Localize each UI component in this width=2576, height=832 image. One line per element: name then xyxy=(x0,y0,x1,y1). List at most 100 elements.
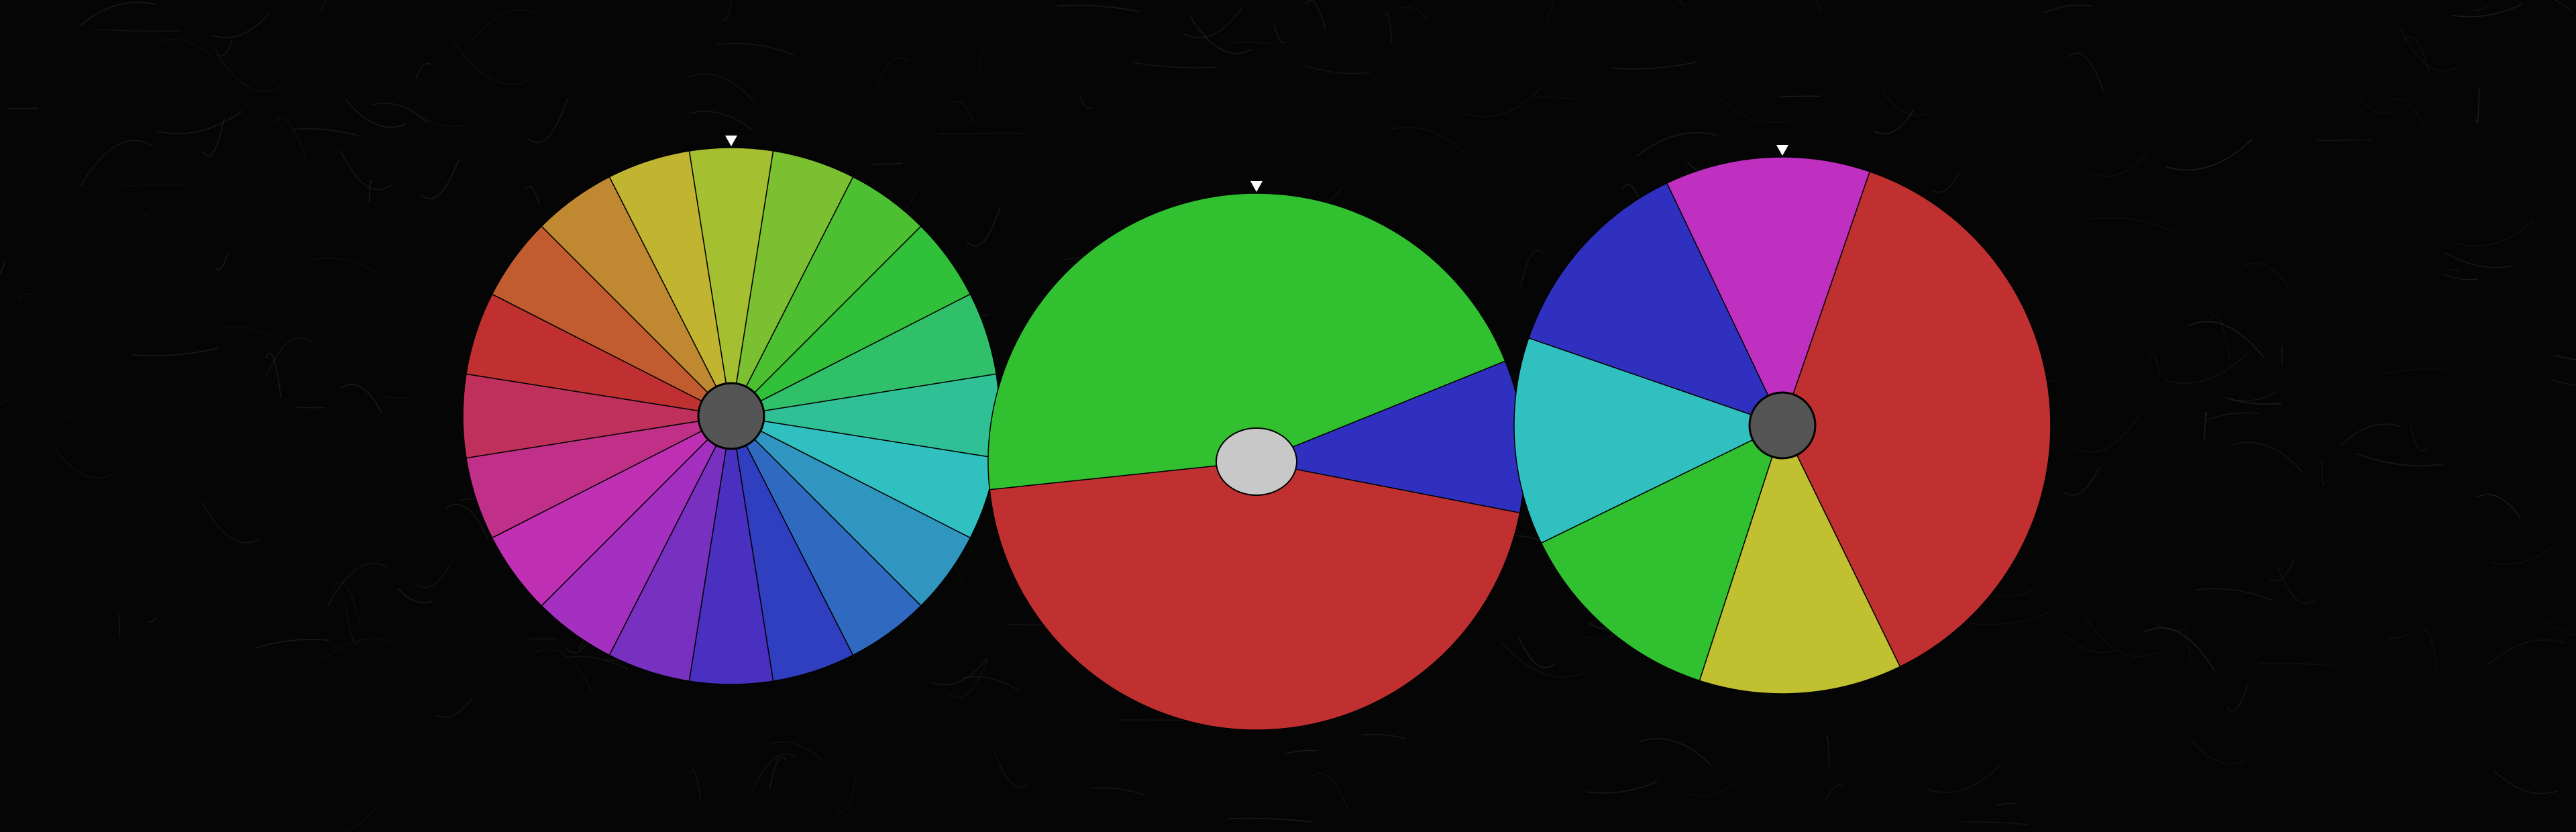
pointer-triangle-icon xyxy=(725,136,737,146)
texture-stroke xyxy=(435,698,472,718)
texture-stroke xyxy=(2491,548,2552,565)
wheel-hub[interactable] xyxy=(1216,427,1297,496)
texture-stroke xyxy=(2149,353,2161,376)
texture-stroke xyxy=(1079,95,1094,109)
texture-stroke xyxy=(1309,773,1348,810)
texture-stroke xyxy=(2476,494,2521,519)
texture-stroke xyxy=(202,117,225,156)
texture-stroke xyxy=(319,0,327,13)
texture-stroke xyxy=(2259,662,2335,667)
texture-stroke xyxy=(311,258,380,274)
pointer-triangle-icon xyxy=(1250,181,1263,192)
texture-stroke xyxy=(2339,423,2400,448)
texture-stroke xyxy=(962,676,1019,692)
texture-stroke xyxy=(751,753,798,791)
wheel-3[interactable] xyxy=(1513,145,2051,694)
texture-stroke xyxy=(1996,588,2036,597)
texture-stroke xyxy=(2543,620,2576,636)
texture-stroke xyxy=(1234,42,1273,44)
texture-stroke xyxy=(419,158,460,199)
texture-stroke xyxy=(769,756,787,790)
texture-stroke xyxy=(2356,453,2443,466)
texture-stroke xyxy=(966,207,1001,247)
texture-stroke xyxy=(265,337,311,378)
texture-stroke xyxy=(1825,734,1830,771)
texture-stroke xyxy=(1815,0,1823,11)
texture-stroke xyxy=(1385,12,1393,44)
wheel-segment xyxy=(989,461,1521,731)
texture-stroke xyxy=(341,384,382,413)
texture-stroke xyxy=(2091,150,2149,177)
wheel-hub[interactable] xyxy=(1748,391,1817,460)
texture-stroke xyxy=(1961,821,2029,825)
texture-stroke xyxy=(1640,738,1711,766)
texture-stroke xyxy=(1274,24,1287,44)
texture-stroke xyxy=(2064,635,2117,654)
texture-stroke xyxy=(525,186,540,205)
texture-stroke xyxy=(370,103,429,124)
texture-stroke xyxy=(2443,273,2479,280)
texture-stroke xyxy=(2226,684,2248,712)
wheel-segment xyxy=(1666,156,1871,427)
texture-stroke xyxy=(938,132,1024,135)
texture-stroke xyxy=(215,254,228,270)
texture-stroke xyxy=(2083,615,2158,658)
texture-stroke xyxy=(716,43,794,56)
wheel-segment xyxy=(1513,337,1784,544)
texture-stroke xyxy=(1518,637,1555,668)
texture-stroke xyxy=(453,41,531,85)
wheel-2[interactable] xyxy=(987,181,1525,731)
texture-stroke xyxy=(2381,368,2445,375)
texture-stroke xyxy=(875,57,909,88)
texture-stroke xyxy=(947,660,988,698)
wheel-hub[interactable] xyxy=(697,382,765,450)
texture-stroke xyxy=(0,399,9,405)
texture-stroke xyxy=(54,446,112,479)
texture-stroke xyxy=(97,29,181,32)
wheel-segment xyxy=(1782,170,2051,668)
texture-stroke xyxy=(80,1,157,26)
texture-stroke xyxy=(979,51,983,76)
wheel-segment xyxy=(987,193,1506,490)
texture-stroke xyxy=(2451,3,2522,17)
texture-stroke xyxy=(156,111,243,134)
texture-stroke xyxy=(2554,0,2573,13)
texture-stroke xyxy=(221,326,270,337)
texture-stroke xyxy=(1397,6,1430,21)
wheel-segment xyxy=(1527,182,1784,427)
texture-stroke xyxy=(1635,132,1717,158)
texture-stroke xyxy=(1778,95,1821,98)
texture-stroke xyxy=(213,48,281,92)
texture-stroke xyxy=(533,648,593,692)
texture-stroke xyxy=(1531,96,1574,100)
texture-stroke xyxy=(1189,16,1252,54)
texture-stroke xyxy=(2269,558,2295,582)
texture-stroke xyxy=(1519,250,1544,288)
texture-stroke xyxy=(2163,353,2248,384)
texture-stroke xyxy=(1927,764,2001,793)
texture-stroke xyxy=(0,262,5,274)
texture-stroke xyxy=(2225,397,2282,405)
texture-stroke xyxy=(1501,641,1583,678)
texture-stroke xyxy=(1184,7,1243,38)
texture-stroke xyxy=(1688,772,1744,797)
texture-stroke xyxy=(344,602,362,645)
texture-stroke xyxy=(2194,588,2273,601)
wheel-1[interactable] xyxy=(462,136,1000,685)
texture-stroke xyxy=(415,62,432,79)
texture-stroke xyxy=(2421,629,2438,668)
texture-stroke xyxy=(1969,611,2051,625)
texture-stroke xyxy=(1711,90,1794,123)
texture-stroke xyxy=(1464,87,1542,117)
texture-stroke xyxy=(2231,391,2278,402)
texture-stroke xyxy=(333,581,361,626)
texture-stroke xyxy=(2188,321,2265,358)
texture-stroke xyxy=(930,658,989,686)
texture-stroke xyxy=(339,150,391,191)
wheel-segment xyxy=(1540,424,1784,682)
texture-stroke xyxy=(1586,780,1658,794)
texture-stroke xyxy=(2165,138,2253,171)
texture-stroke xyxy=(872,162,902,165)
texture-stroke xyxy=(445,504,489,540)
texture-stroke xyxy=(2487,639,2564,665)
